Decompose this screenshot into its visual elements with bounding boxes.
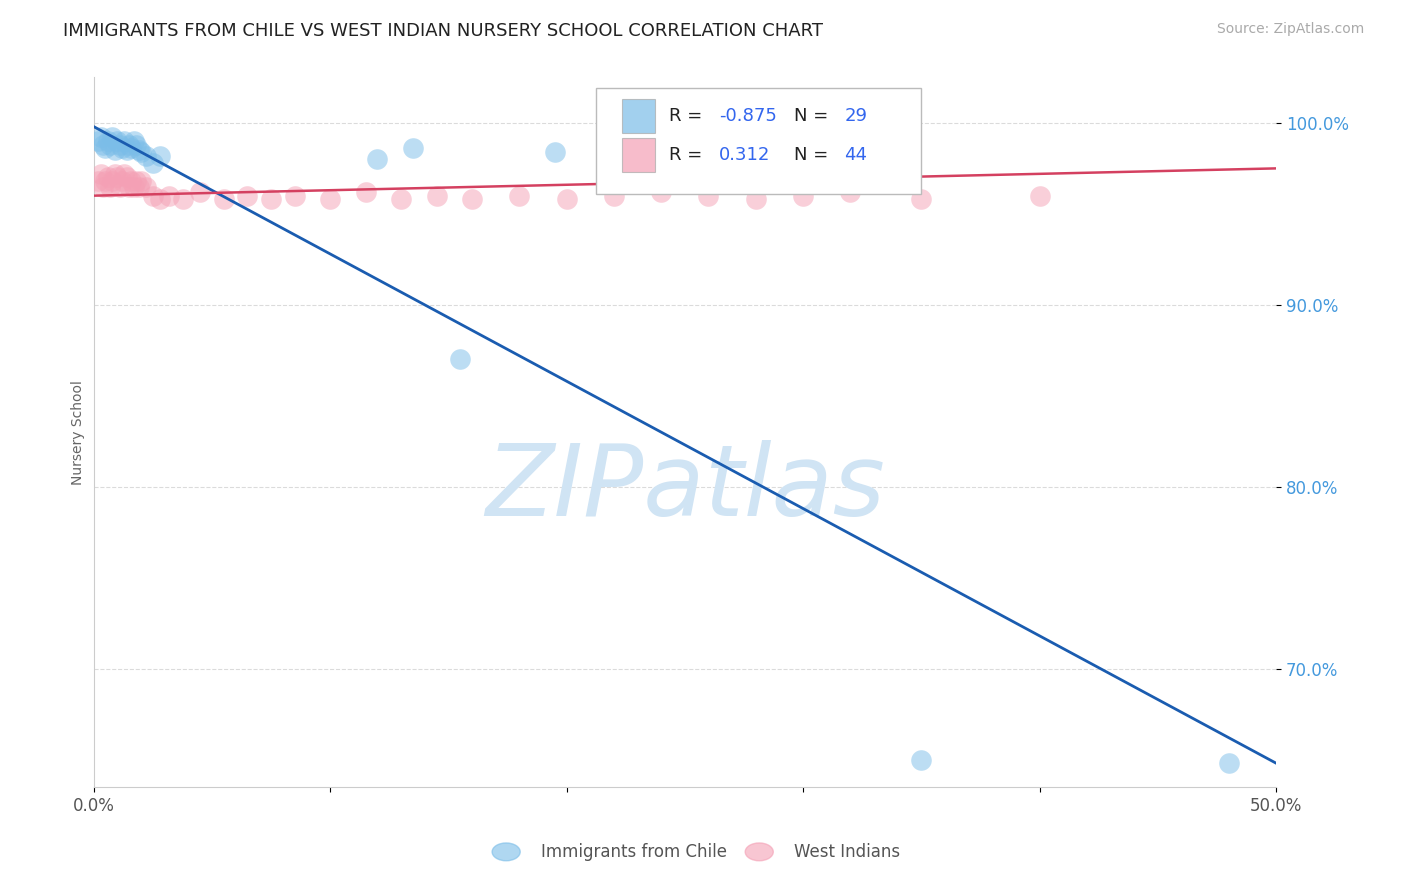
Text: Source: ZipAtlas.com: Source: ZipAtlas.com (1216, 22, 1364, 37)
Point (650, 185, 672, 199)
Point (508, 188, 530, 202)
Point (745, 192, 768, 206)
Point (118, 179, 141, 194)
Point (118, 137, 141, 152)
Point (94, 141, 117, 155)
Point (142, 156, 165, 170)
Point (555, 192, 578, 206)
Text: Immigrants from Chile: Immigrants from Chile (541, 843, 727, 861)
Point (149, 149, 172, 163)
Point (425, 188, 447, 202)
Point (105, 134, 128, 148)
Text: 29: 29 (845, 107, 868, 126)
Point (142, 188, 165, 202)
Point (544, 145, 567, 159)
Point (1218, 756, 1240, 771)
Point (650, 153, 672, 167)
Point (97, 134, 120, 148)
Point (120, 174, 142, 188)
Text: ZIPatlas: ZIPatlas (485, 441, 884, 537)
Point (157, 188, 180, 202)
Point (125, 174, 148, 188)
Point (697, 188, 720, 202)
Point (125, 137, 148, 152)
Y-axis label: Nursery School: Nursery School (72, 380, 86, 484)
Point (910, 192, 932, 206)
Point (402, 141, 425, 155)
Point (122, 134, 145, 148)
Text: 44: 44 (845, 146, 868, 164)
Point (122, 179, 145, 194)
Point (284, 188, 307, 202)
Point (188, 185, 211, 199)
Text: N =: N = (793, 107, 834, 126)
Point (354, 185, 377, 199)
Point (90, 167, 112, 181)
Point (111, 141, 134, 155)
Point (115, 170, 138, 185)
Text: N =: N = (793, 146, 834, 164)
Point (128, 179, 150, 194)
Point (97, 170, 120, 185)
Point (91, 137, 114, 152)
Text: -0.875: -0.875 (718, 107, 778, 126)
Text: IMMIGRANTS FROM CHILE VS WEST INDIAN NURSERY SCHOOL CORRELATION CHART: IMMIGRANTS FROM CHILE VS WEST INDIAN NUR… (63, 22, 824, 40)
Point (111, 174, 134, 188)
Point (101, 174, 124, 188)
Point (91, 179, 114, 194)
Point (128, 143, 150, 157)
FancyBboxPatch shape (623, 138, 655, 172)
Point (366, 153, 388, 167)
Point (112, 134, 135, 148)
Point (98, 137, 121, 152)
Point (112, 167, 135, 181)
Point (120, 141, 142, 155)
FancyBboxPatch shape (623, 99, 655, 134)
Point (101, 130, 124, 145)
Point (108, 179, 131, 194)
Point (90, 130, 112, 145)
Point (135, 179, 157, 194)
Point (910, 753, 932, 767)
Point (105, 170, 128, 185)
Point (319, 192, 342, 206)
Point (260, 192, 283, 206)
Point (129, 145, 152, 159)
Point (839, 185, 862, 199)
Point (104, 143, 127, 157)
Point (449, 352, 471, 367)
FancyBboxPatch shape (596, 88, 921, 194)
Point (98, 179, 121, 194)
Point (1028, 188, 1050, 202)
Point (212, 192, 235, 206)
Point (115, 143, 138, 157)
Point (135, 149, 157, 163)
Point (792, 188, 814, 202)
Point (149, 192, 172, 206)
Point (87, 134, 110, 148)
Point (129, 174, 152, 188)
Point (461, 192, 484, 206)
Point (172, 192, 194, 206)
Point (87, 174, 110, 188)
Point (603, 188, 626, 202)
Text: R =: R = (669, 146, 714, 164)
Text: R =: R = (669, 107, 709, 126)
Point (94, 174, 117, 188)
Text: 0.312: 0.312 (718, 146, 770, 164)
Point (108, 137, 131, 152)
Point (236, 188, 259, 202)
Point (389, 192, 412, 206)
Point (104, 167, 127, 181)
Text: West Indians: West Indians (794, 843, 900, 861)
